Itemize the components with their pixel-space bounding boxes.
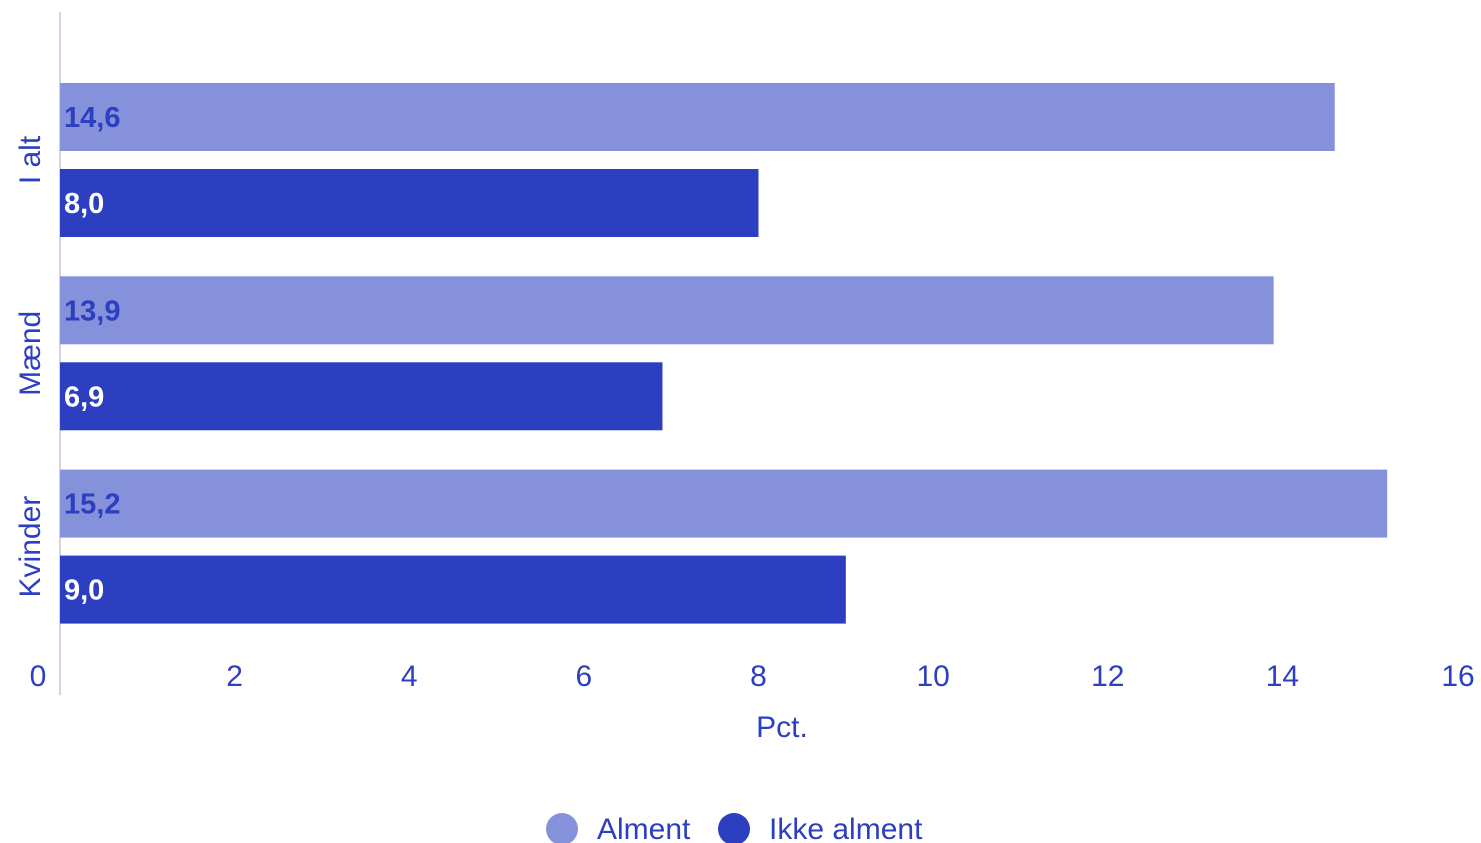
bars-group: 14,6 8,0 13,9 6,9 15,2 9,0 [60, 83, 1388, 624]
bar-value-label: 15,2 [64, 489, 120, 521]
category-label: Mænd [14, 311, 47, 396]
legend-label: Ikke alment [769, 813, 923, 843]
x-tick-label: 0 [30, 660, 47, 693]
x-tick-label: 2 [226, 660, 243, 693]
category-label: Kvinder [14, 496, 47, 598]
x-tick-label: 16 [1441, 660, 1474, 693]
bar-value-label: 6,9 [64, 381, 104, 413]
x-tick-labels: 0 2 4 6 8 10 12 14 16 [30, 660, 1475, 693]
x-tick-label: 8 [750, 660, 767, 693]
legend: Alment Ikke alment [546, 813, 923, 843]
legend-marker [546, 813, 578, 843]
x-tick-label: 10 [916, 660, 949, 693]
legend-label: Alment [597, 813, 691, 843]
x-tick-label: 12 [1091, 660, 1124, 693]
bar-value-label: 13,9 [64, 295, 120, 327]
x-axis-label: Pct. [756, 711, 808, 744]
bar-value-label: 8,0 [64, 188, 104, 220]
legend-marker [718, 813, 750, 843]
bar-value-label: 9,0 [64, 575, 104, 607]
bar-alment-1 [60, 276, 1274, 345]
bar-value-label: 14,6 [64, 102, 120, 134]
x-tick-label: 14 [1266, 660, 1299, 693]
category-labels: I alt Mænd Kvinder [14, 135, 47, 597]
bar-ikke-alment-1 [60, 362, 663, 431]
bar-alment-0 [60, 83, 1335, 151]
bar-ikke-alment-2 [60, 555, 846, 624]
bar-ikke-alment-0 [60, 169, 759, 237]
category-label: I alt [14, 135, 47, 184]
x-tick-label: 4 [401, 660, 418, 693]
x-tick-label: 6 [576, 660, 593, 693]
bar-alment-2 [60, 469, 1388, 538]
